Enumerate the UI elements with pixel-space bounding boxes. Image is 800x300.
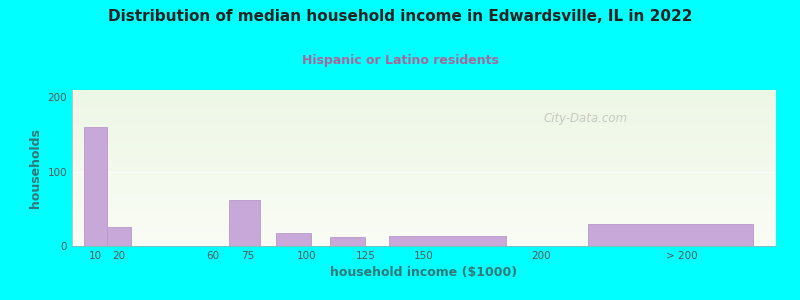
Bar <box>230 200 260 246</box>
Text: City-Data.com: City-Data.com <box>544 112 628 124</box>
Bar <box>330 237 366 246</box>
Bar <box>107 227 130 246</box>
Bar <box>588 224 753 246</box>
Bar <box>276 233 311 246</box>
Text: Hispanic or Latino residents: Hispanic or Latino residents <box>302 54 498 67</box>
Bar <box>84 127 107 246</box>
Bar <box>389 236 506 246</box>
Y-axis label: households: households <box>29 128 42 208</box>
Text: Distribution of median household income in Edwardsville, IL in 2022: Distribution of median household income … <box>108 9 692 24</box>
X-axis label: household income ($1000): household income ($1000) <box>330 266 518 279</box>
